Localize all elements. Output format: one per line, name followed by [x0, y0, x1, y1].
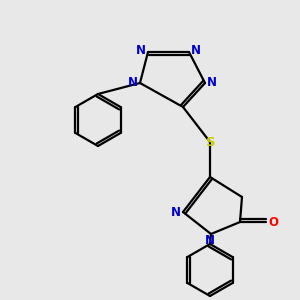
Text: N: N: [191, 44, 201, 58]
Text: S: S: [206, 136, 216, 148]
Text: O: O: [268, 215, 278, 229]
Text: N: N: [171, 206, 181, 218]
Text: N: N: [128, 76, 138, 89]
Text: N: N: [207, 76, 217, 89]
Text: N: N: [136, 44, 146, 58]
Text: N: N: [205, 235, 215, 248]
